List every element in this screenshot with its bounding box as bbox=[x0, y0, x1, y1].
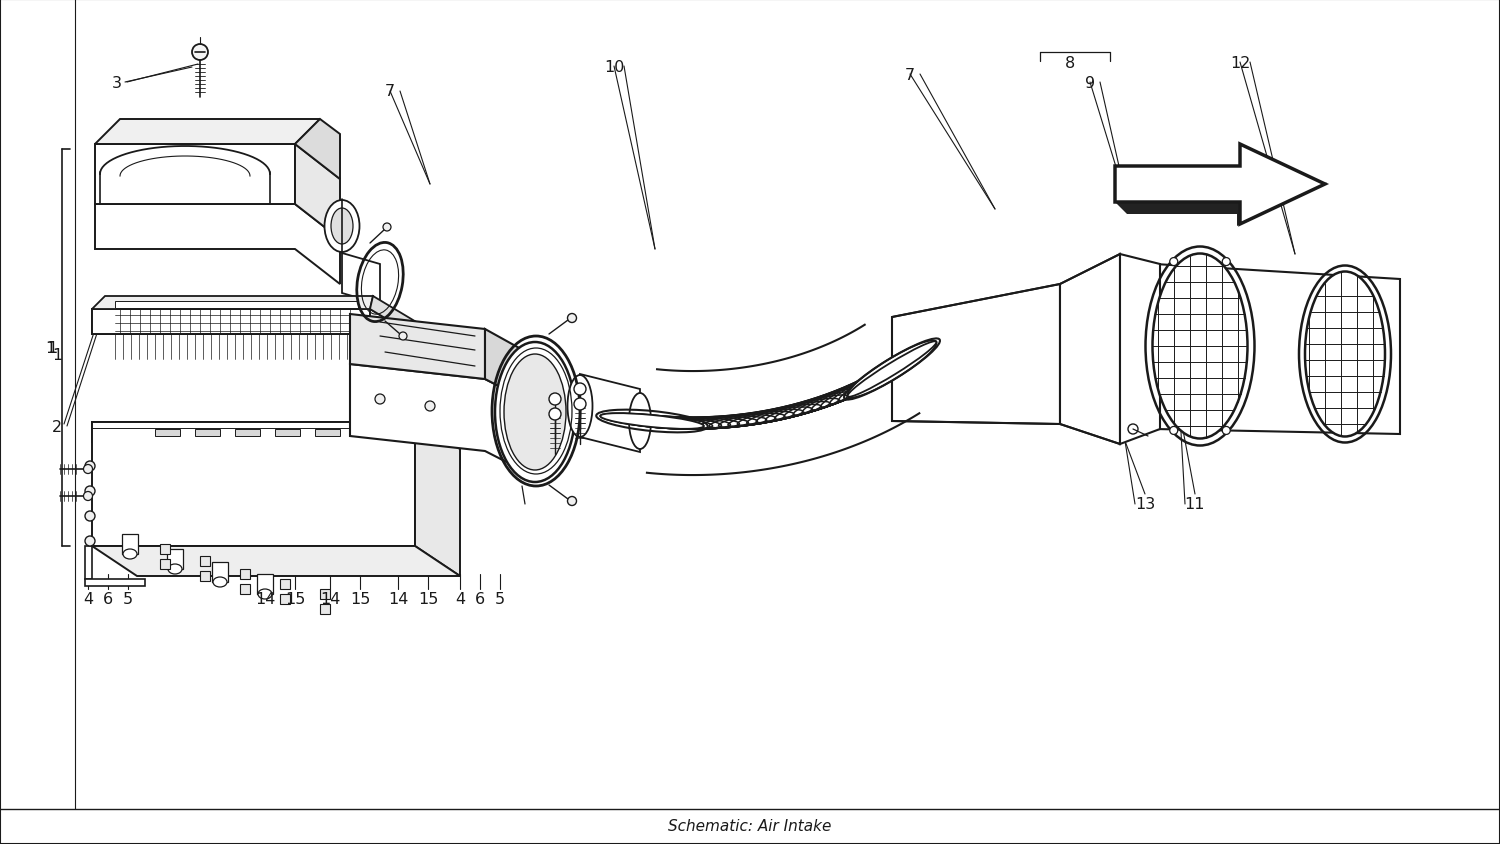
Ellipse shape bbox=[258, 589, 272, 599]
Ellipse shape bbox=[1222, 258, 1230, 266]
Ellipse shape bbox=[424, 402, 435, 412]
Ellipse shape bbox=[504, 354, 566, 470]
Polygon shape bbox=[160, 544, 170, 555]
Ellipse shape bbox=[1170, 427, 1178, 435]
Polygon shape bbox=[92, 423, 460, 469]
Ellipse shape bbox=[567, 497, 576, 506]
Polygon shape bbox=[1120, 255, 1160, 445]
Polygon shape bbox=[484, 330, 530, 403]
Polygon shape bbox=[1114, 183, 1328, 227]
Polygon shape bbox=[280, 594, 290, 604]
Polygon shape bbox=[94, 120, 320, 145]
Text: 6: 6 bbox=[104, 592, 112, 607]
Ellipse shape bbox=[549, 393, 561, 405]
Polygon shape bbox=[1060, 255, 1120, 445]
Polygon shape bbox=[94, 205, 340, 284]
Polygon shape bbox=[195, 430, 220, 436]
Polygon shape bbox=[320, 604, 330, 614]
Polygon shape bbox=[296, 145, 340, 240]
Ellipse shape bbox=[86, 462, 94, 472]
Polygon shape bbox=[122, 534, 138, 555]
Ellipse shape bbox=[86, 511, 94, 522]
Polygon shape bbox=[416, 423, 460, 576]
Ellipse shape bbox=[567, 314, 576, 323]
Ellipse shape bbox=[549, 408, 561, 420]
Polygon shape bbox=[280, 579, 290, 589]
Ellipse shape bbox=[574, 398, 586, 410]
Ellipse shape bbox=[86, 537, 94, 546]
Polygon shape bbox=[92, 296, 374, 310]
Polygon shape bbox=[92, 310, 416, 361]
Polygon shape bbox=[200, 556, 210, 566]
Text: 14: 14 bbox=[255, 592, 274, 607]
Text: Schematic: Air Intake: Schematic: Air Intake bbox=[669, 819, 831, 834]
Polygon shape bbox=[211, 562, 228, 582]
Text: 1: 1 bbox=[45, 341, 56, 355]
Text: 14: 14 bbox=[320, 592, 340, 607]
Ellipse shape bbox=[84, 465, 93, 474]
Polygon shape bbox=[1155, 265, 1400, 435]
Text: 6: 6 bbox=[476, 592, 484, 607]
Text: 1: 1 bbox=[46, 341, 57, 355]
Polygon shape bbox=[315, 430, 340, 436]
Text: 13: 13 bbox=[1136, 497, 1155, 512]
Polygon shape bbox=[240, 584, 250, 594]
Polygon shape bbox=[160, 560, 170, 570]
Polygon shape bbox=[166, 549, 183, 570]
Ellipse shape bbox=[123, 549, 136, 560]
Ellipse shape bbox=[495, 343, 574, 483]
Text: 2: 2 bbox=[53, 419, 62, 434]
Polygon shape bbox=[92, 546, 460, 576]
Polygon shape bbox=[892, 284, 1060, 425]
Polygon shape bbox=[92, 310, 370, 334]
Polygon shape bbox=[350, 315, 484, 380]
Text: 15: 15 bbox=[350, 592, 370, 607]
Polygon shape bbox=[296, 120, 340, 180]
Ellipse shape bbox=[600, 414, 703, 430]
Polygon shape bbox=[116, 301, 358, 309]
Ellipse shape bbox=[1152, 254, 1248, 439]
Text: 14: 14 bbox=[388, 592, 408, 607]
Polygon shape bbox=[92, 423, 416, 546]
Ellipse shape bbox=[375, 394, 386, 404]
Ellipse shape bbox=[399, 333, 406, 341]
Polygon shape bbox=[200, 571, 210, 582]
Text: 4: 4 bbox=[82, 592, 93, 607]
Text: 15: 15 bbox=[285, 592, 304, 607]
Polygon shape bbox=[580, 375, 640, 452]
Text: 12: 12 bbox=[1230, 56, 1250, 70]
Polygon shape bbox=[86, 579, 146, 587]
Polygon shape bbox=[256, 574, 273, 594]
Polygon shape bbox=[94, 145, 296, 205]
Text: 7: 7 bbox=[386, 84, 394, 100]
Ellipse shape bbox=[86, 486, 94, 496]
Ellipse shape bbox=[1170, 258, 1178, 266]
Ellipse shape bbox=[847, 342, 936, 398]
Polygon shape bbox=[1114, 145, 1324, 225]
Text: 11: 11 bbox=[1185, 497, 1204, 512]
Text: 5: 5 bbox=[123, 592, 134, 607]
Polygon shape bbox=[236, 430, 260, 436]
Ellipse shape bbox=[628, 393, 651, 450]
Ellipse shape bbox=[567, 376, 592, 437]
Ellipse shape bbox=[192, 45, 208, 61]
Ellipse shape bbox=[1128, 425, 1138, 435]
Polygon shape bbox=[370, 296, 419, 337]
Polygon shape bbox=[342, 254, 380, 305]
Ellipse shape bbox=[847, 341, 936, 398]
Text: 8: 8 bbox=[1065, 56, 1076, 70]
Polygon shape bbox=[274, 430, 300, 436]
Text: 15: 15 bbox=[419, 592, 438, 607]
Text: 5: 5 bbox=[495, 592, 506, 607]
Polygon shape bbox=[320, 589, 330, 599]
Polygon shape bbox=[350, 365, 530, 474]
Text: 10: 10 bbox=[604, 59, 624, 74]
Ellipse shape bbox=[574, 383, 586, 396]
Ellipse shape bbox=[84, 492, 93, 500]
Ellipse shape bbox=[213, 577, 226, 587]
Ellipse shape bbox=[1305, 272, 1384, 437]
Polygon shape bbox=[240, 570, 250, 579]
Ellipse shape bbox=[1222, 427, 1230, 435]
Text: 7: 7 bbox=[904, 68, 915, 83]
